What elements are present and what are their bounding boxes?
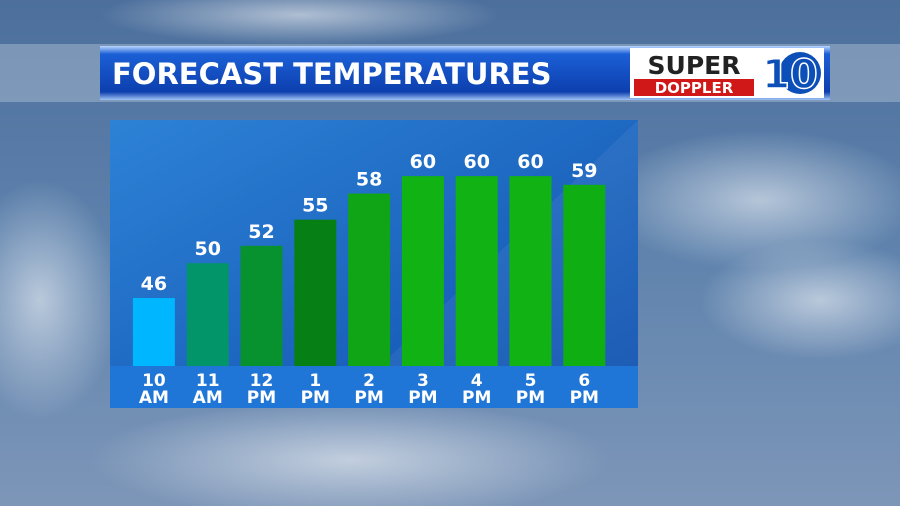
bar: [294, 219, 337, 366]
x-tick-label: 4 PM: [462, 371, 491, 408]
value-label: 58: [356, 169, 382, 191]
cloud: [0, 180, 120, 420]
value-label: 60: [517, 151, 543, 173]
bar: [240, 245, 283, 366]
x-tick-label: 11 AM: [193, 371, 223, 408]
label-strip: [110, 366, 638, 408]
bar: [186, 263, 229, 366]
value-label: 50: [194, 238, 220, 260]
logo: SUPER DOPPLER 10: [630, 48, 824, 99]
bar: [509, 176, 552, 366]
cloud: [700, 240, 900, 360]
cloud: [90, 400, 610, 510]
x-tick-label: 3 PM: [408, 371, 437, 408]
value-label: 60: [410, 151, 436, 173]
x-tick-label: 5 PM: [516, 371, 545, 408]
bar: [401, 176, 444, 366]
logo-doppler: DOPPLER: [655, 79, 734, 97]
x-tick-label: 1 PM: [301, 371, 330, 408]
logo-red: [634, 79, 754, 96]
bar: [132, 298, 175, 366]
x-tick-label: 2 PM: [354, 371, 383, 408]
value-label: 59: [571, 160, 597, 182]
chart-title: FORECAST TEMPERATURES: [112, 57, 552, 91]
bar: [348, 193, 391, 366]
bar: [563, 184, 606, 366]
cloud: [100, 0, 500, 45]
value-label: 46: [141, 273, 167, 295]
value-label: 52: [248, 221, 274, 243]
value-label: 60: [463, 151, 489, 173]
logo-super: SUPER: [648, 51, 741, 80]
x-tick-label: 6 PM: [570, 371, 599, 408]
cloud: [600, 130, 900, 270]
bar: [455, 176, 498, 366]
x-tick-label: 10 AM: [139, 371, 169, 408]
plot: 46 10 AM 50 11 AM 52 12 PM 55 1 PM 58 2 PM 60 3 PM 60 4 PM 60…: [132, 151, 606, 408]
logo-number: 10: [762, 52, 818, 98]
x-tick-label: 12 PM: [247, 371, 276, 408]
value-label: 55: [302, 195, 328, 217]
logo-circle: [779, 52, 821, 94]
